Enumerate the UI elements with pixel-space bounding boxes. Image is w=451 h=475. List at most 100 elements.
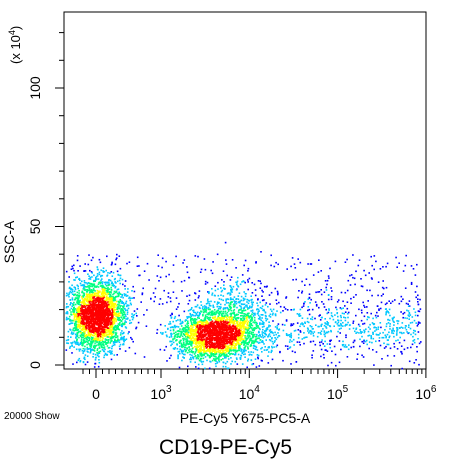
- event-dot: [187, 336, 190, 339]
- event-dot: [192, 337, 195, 339]
- event-dot: [96, 322, 98, 325]
- event-dot: [222, 299, 224, 302]
- event-dot: [252, 351, 255, 354]
- event-dot: [103, 313, 105, 315]
- event-dot: [204, 352, 206, 354]
- event-dot: [215, 321, 217, 324]
- event-dot: [83, 350, 86, 352]
- event-dot: [89, 276, 92, 279]
- event-dot: [110, 313, 113, 316]
- event-dot: [246, 342, 249, 344]
- event-dot: [102, 297, 104, 300]
- event-dot: [109, 279, 112, 282]
- event-dot: [84, 345, 86, 348]
- event-dot: [226, 321, 229, 323]
- event-dot: [164, 331, 167, 333]
- event-dot: [252, 313, 255, 315]
- event-dot: [65, 339, 68, 342]
- event-dot: [98, 347, 101, 349]
- event-dot: [129, 297, 132, 300]
- event-dot: [231, 345, 233, 347]
- event-dot: [94, 300, 96, 302]
- event-dot: [262, 341, 264, 344]
- event-dot: [76, 343, 78, 345]
- event-dot: [188, 340, 191, 343]
- event-dot: [69, 309, 71, 311]
- event-dot: [101, 291, 104, 294]
- event-dot: [91, 300, 94, 302]
- event-dot: [94, 342, 96, 344]
- event-dot: [88, 296, 91, 299]
- event-dot: [93, 297, 95, 299]
- event-dot: [249, 325, 251, 328]
- event-dot: [143, 356, 146, 358]
- event-dot: [246, 366, 248, 369]
- event-dot: [239, 322, 242, 324]
- event-dot: [103, 296, 105, 299]
- event-dot: [261, 326, 264, 328]
- event-dot: [78, 309, 80, 312]
- event-dot: [220, 349, 222, 352]
- event-dot: [186, 333, 188, 335]
- event-dot: [224, 326, 226, 329]
- event-dot: [129, 322, 131, 325]
- event-dot: [219, 332, 221, 335]
- event-dot: [203, 311, 205, 314]
- event-dot: [98, 322, 101, 325]
- event-dot: [187, 309, 190, 312]
- event-dot: [191, 336, 194, 338]
- event-dot: [102, 319, 104, 322]
- event-dot: [197, 314, 199, 317]
- event-dot: [211, 338, 214, 340]
- event-dot: [247, 288, 249, 291]
- event-dot: [74, 322, 76, 325]
- event-dot: [219, 338, 222, 340]
- event-dot: [85, 321, 88, 323]
- event-dot: [269, 303, 271, 305]
- event-dot: [211, 329, 214, 331]
- event-dot: [224, 362, 227, 365]
- event-dot: [91, 310, 94, 312]
- event-dot: [253, 341, 256, 344]
- event-dot: [207, 327, 209, 329]
- event-dot: [235, 302, 238, 305]
- event-dot: [219, 318, 221, 320]
- event-dot: [222, 339, 225, 342]
- event-dot: [94, 317, 96, 320]
- event-dot: [119, 267, 122, 270]
- event-dot: [206, 345, 208, 348]
- event-dot: [202, 314, 204, 317]
- event-dot: [100, 327, 103, 330]
- event-dot: [231, 301, 233, 303]
- event-dot: [109, 298, 111, 301]
- event-dot: [230, 346, 233, 349]
- event-dot: [237, 353, 240, 356]
- event-dot: [211, 292, 214, 295]
- event-dot: [206, 320, 209, 323]
- event-dot: [99, 311, 101, 314]
- event-dot: [230, 286, 233, 289]
- event-dot: [173, 347, 176, 350]
- event-dot: [109, 294, 111, 297]
- event-dot: [77, 319, 80, 321]
- event-dot: [237, 298, 240, 300]
- event-dot: [98, 344, 100, 346]
- event-dot: [208, 304, 211, 307]
- event-dot: [221, 353, 223, 355]
- event-dot: [86, 297, 88, 300]
- event-dot: [216, 305, 219, 308]
- event-dot: [95, 292, 97, 295]
- event-dot: [122, 306, 124, 308]
- event-dot: [196, 324, 199, 327]
- event-dot: [98, 307, 100, 309]
- event-dot: [222, 321, 225, 324]
- event-dot: [91, 285, 93, 288]
- event-dot: [236, 324, 238, 327]
- event-dot: [230, 313, 233, 316]
- event-dot: [201, 363, 204, 366]
- event-dot: [83, 357, 85, 360]
- event-dot: [205, 305, 207, 308]
- event-dot: [214, 339, 216, 342]
- event-dot: [78, 295, 80, 298]
- event-dot: [189, 336, 192, 339]
